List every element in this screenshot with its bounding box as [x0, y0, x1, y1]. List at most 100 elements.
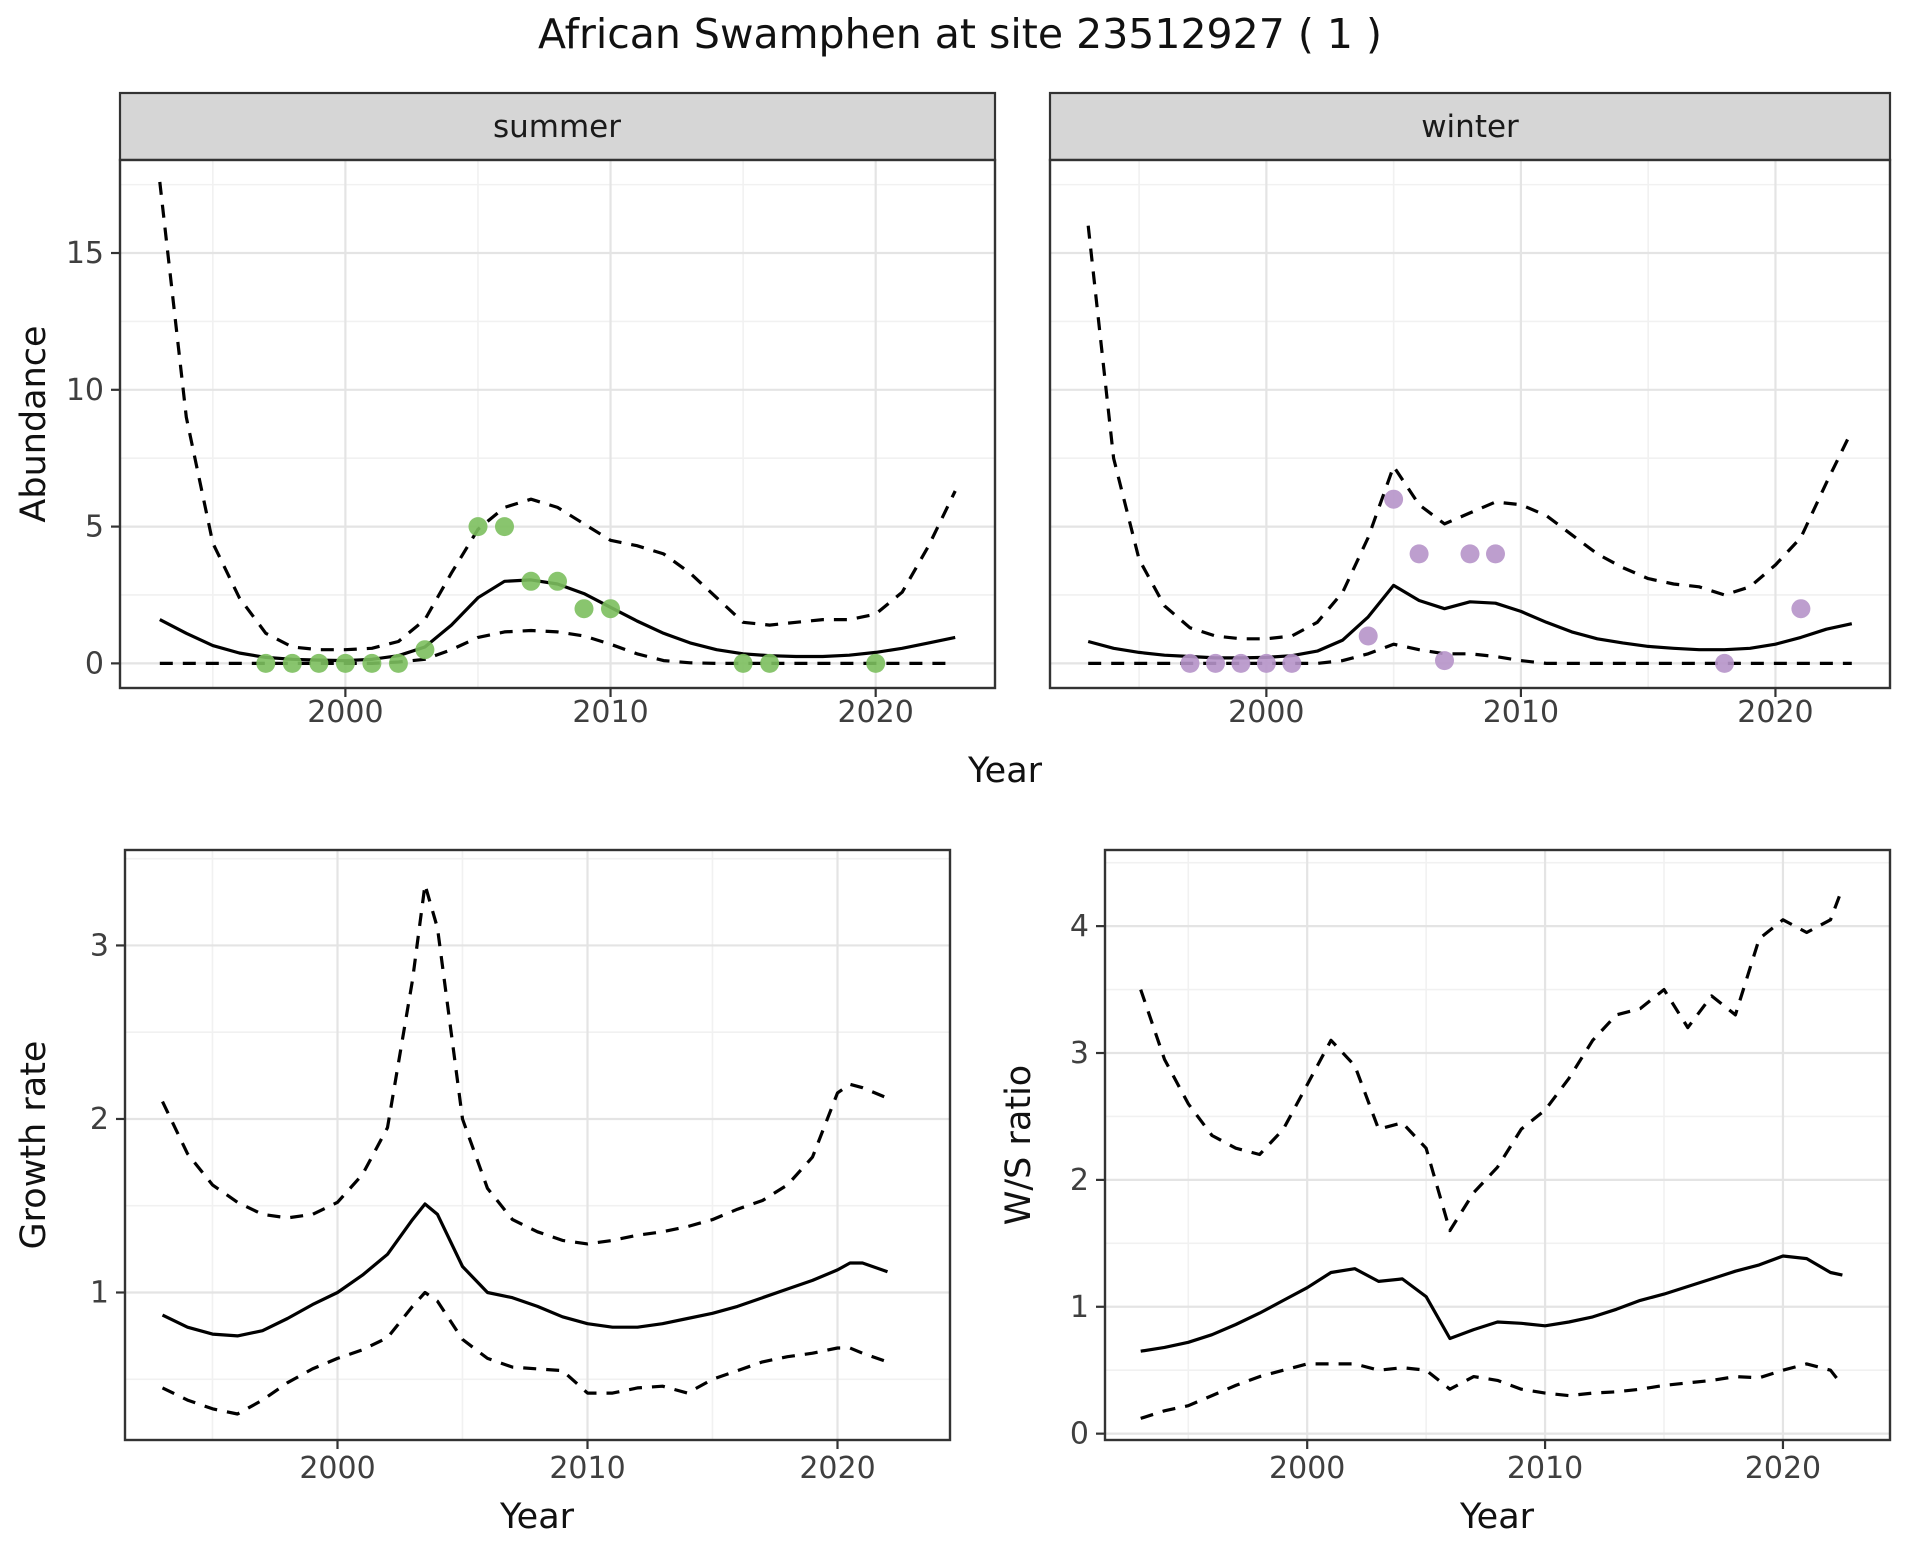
series-upper-ci: [158, 181, 957, 652]
data-point-summer-observations: [362, 653, 382, 673]
x-tick-label: 2020: [838, 695, 914, 730]
x-tick-label: 2010: [1483, 695, 1559, 730]
x-tick-label: 2020: [1737, 695, 1813, 730]
data-point-winter-observations: [1256, 653, 1276, 673]
axis-ticks: 2000 2010 2020 0 1 2 3 4: [1070, 909, 1821, 1486]
data-point-summer-observations: [256, 653, 276, 673]
facet-strip-winter-bg: [1048, 91, 1892, 162]
series-upper-ci: [1139, 887, 1844, 1233]
x-tick-label: 2020: [799, 1451, 875, 1486]
y-tick-label: 1: [1070, 1290, 1089, 1325]
data-point-summer-observations: [601, 599, 620, 619]
data-point-summer-observations: [415, 640, 435, 660]
data-point-winter-observations: [1409, 544, 1429, 564]
axis-ticks: 2000 2010 2020 1 2 3: [90, 928, 876, 1486]
data-point-summer-observations: [495, 517, 514, 537]
data-point-summer-observations: [388, 653, 408, 673]
data-layer: [1139, 887, 1844, 1420]
data-point-winter-observations: [1435, 651, 1454, 671]
data-point-winter-observations: [1715, 653, 1734, 673]
x-axis-label-growth: Year: [499, 1497, 575, 1537]
y-tick-label: 2: [1070, 1163, 1089, 1198]
data-point-summer-observations: [760, 653, 780, 673]
panel-border: [1048, 158, 1892, 690]
chart-title: African Swamphen at site 23512927 ( 1 ): [538, 10, 1382, 58]
y-tick-label: 5: [85, 510, 104, 545]
x-tick-label: 2000: [307, 695, 383, 730]
y-tick-label: 3: [90, 928, 109, 963]
data-point-winter-observations: [1282, 653, 1302, 673]
series-upper-ci: [161, 883, 889, 1246]
y-axis-label-ws: W/S ratio: [999, 1065, 1039, 1225]
data-point-summer-observations: [521, 571, 541, 591]
data-layer: [161, 883, 889, 1416]
data-point-summer-observations: [468, 517, 488, 537]
series-estimate: [1140, 1254, 1843, 1353]
panel-background: [125, 850, 950, 1440]
data-point-winter-observations: [1460, 544, 1480, 564]
data-point-summer-observations: [866, 653, 886, 673]
data-point-summer-observations: [309, 653, 329, 673]
data-point-summer-observations: [574, 599, 594, 619]
facet-strip-summer-bg: [118, 91, 997, 162]
axis-ticks: 2000 2010 2020 0 5 10 15: [66, 236, 914, 730]
data-point-winter-observations: [1180, 653, 1200, 673]
series-lower-ci: [1140, 1362, 1844, 1420]
data-point-winter-observations: [1384, 489, 1404, 509]
panel-border: [1103, 848, 1892, 1442]
series-upper-ci: [1086, 225, 1854, 641]
panel-background: [1050, 160, 1890, 688]
facet-strip-summer: summer: [118, 91, 997, 162]
gridlines: [125, 850, 950, 1440]
x-tick-label: 2000: [1269, 1451, 1345, 1486]
data-point-winter-observations: [1791, 599, 1811, 619]
series-lower-ci: [161, 1290, 889, 1416]
axis-ticks: 2000 2010 2020: [1228, 688, 1814, 730]
panel-background: [1105, 850, 1890, 1440]
data-point-winter-observations: [1358, 626, 1378, 646]
data-point-winter-observations: [1486, 544, 1505, 564]
y-tick-label: 0: [85, 646, 104, 681]
y-tick-label: 1: [90, 1276, 109, 1311]
y-tick-label: 2: [90, 1102, 109, 1137]
y-axis-label-abundance: Abundance: [14, 325, 54, 522]
y-tick-label: 10: [66, 373, 104, 408]
series-lower-ci: [159, 628, 956, 665]
panel-border: [118, 158, 997, 690]
x-tick-label: 2000: [299, 1451, 375, 1486]
x-tick-label: 2000: [1228, 695, 1304, 730]
gridlines: [1050, 160, 1890, 688]
y-tick-label: 0: [1070, 1417, 1089, 1452]
x-tick-label: 2020: [1745, 1451, 1821, 1486]
data-layer: [158, 181, 957, 673]
y-tick-label: 15: [66, 236, 104, 271]
data-point-summer-observations: [335, 653, 355, 673]
panel-border: [123, 848, 952, 1442]
data-point-summer-observations: [733, 653, 753, 673]
y-tick-label: 4: [1070, 909, 1089, 944]
panel-ws-ratio: 2000 2010 2020 0 1 2 3 4: [1070, 848, 1892, 1486]
series-estimate: [161, 1202, 889, 1338]
x-axis-label-top: Year: [967, 751, 1043, 791]
y-axis-label-growth: Growth rate: [14, 1041, 54, 1250]
facet-strip-winter: winter: [1048, 91, 1892, 162]
panel-abundance-winter: 2000 2010 2020: [1048, 158, 1892, 730]
data-layer: [1086, 225, 1854, 673]
data-point-summer-observations: [282, 653, 302, 673]
panel-growth-rate: 2000 2010 2020 1 2 3: [90, 848, 952, 1486]
gridlines: [1105, 850, 1890, 1440]
data-point-winter-observations: [1231, 653, 1251, 673]
panel-abundance-summer: 2000 2010 2020 0 5 10 15: [66, 158, 997, 730]
facet-strip-winter-label: winter: [1421, 109, 1519, 145]
data-point-winter-observations: [1206, 653, 1225, 673]
data-point-summer-observations: [548, 571, 567, 591]
facet-strip-summer-label: summer: [493, 109, 621, 145]
x-axis-label-ws: Year: [1459, 1497, 1535, 1537]
panel-background: [120, 160, 995, 688]
x-tick-label: 2010: [572, 695, 648, 730]
y-tick-label: 3: [1070, 1036, 1089, 1071]
x-tick-label: 2010: [549, 1451, 625, 1486]
